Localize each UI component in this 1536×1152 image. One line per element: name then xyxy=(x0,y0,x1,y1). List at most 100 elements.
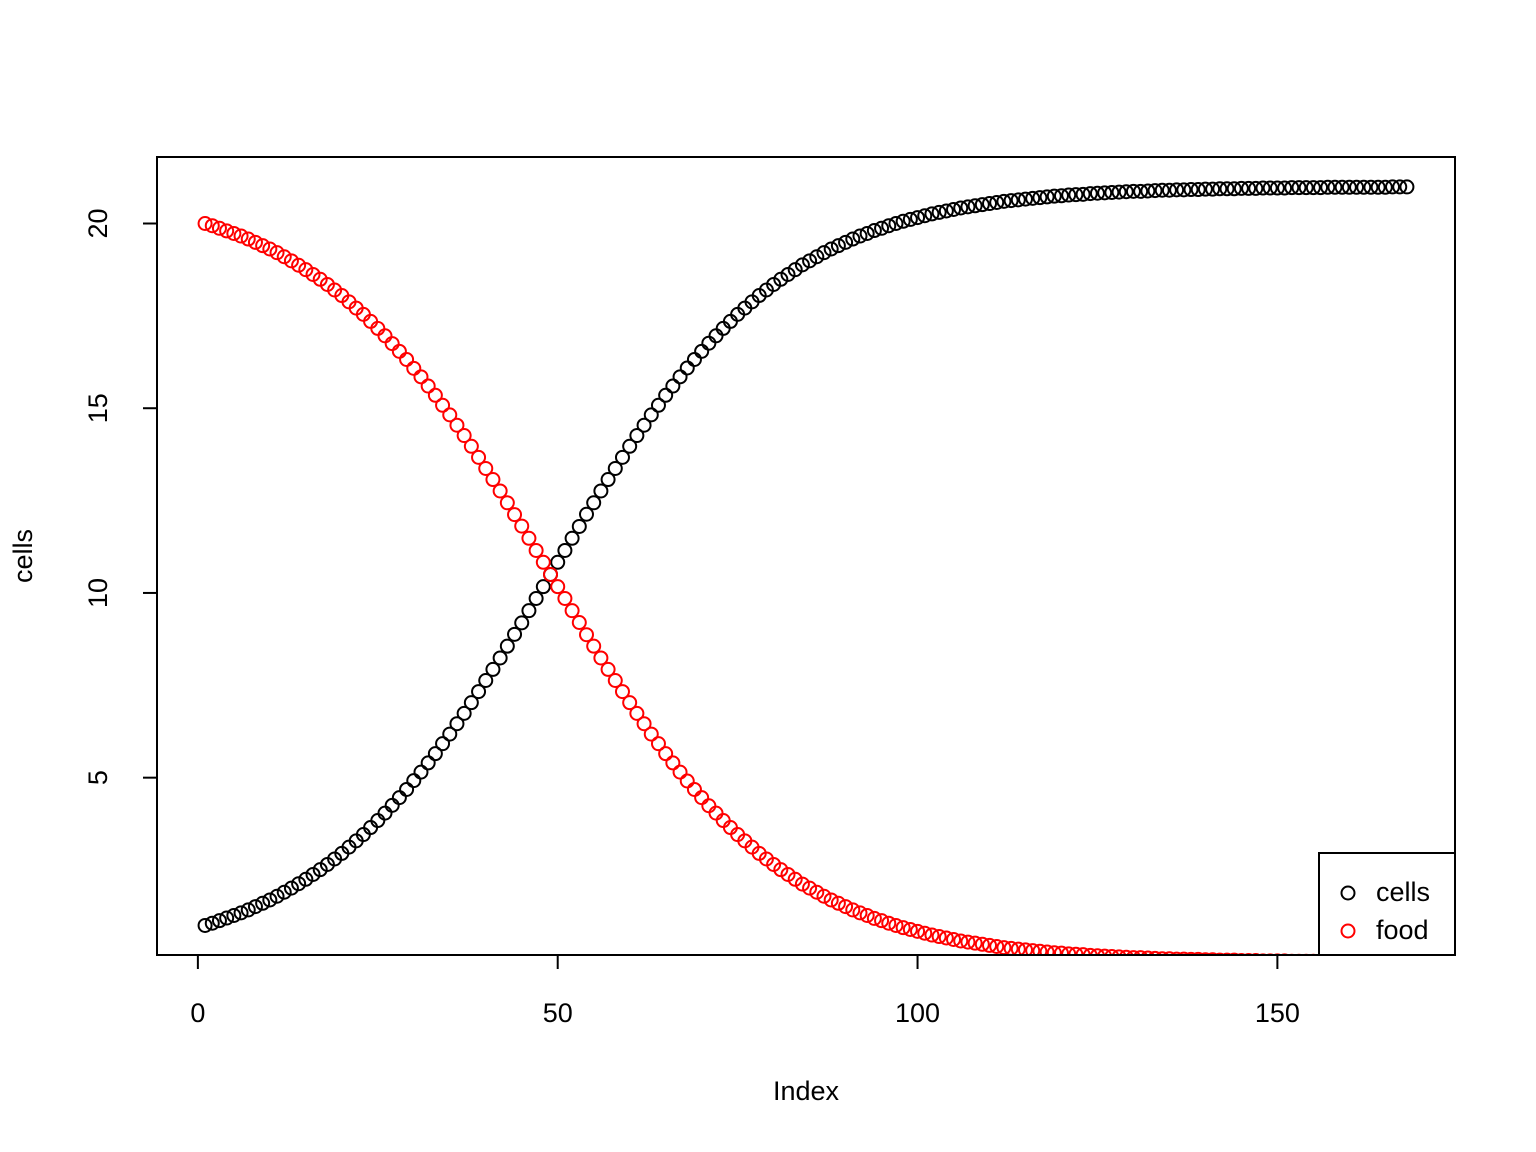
point xyxy=(859,907,875,923)
point xyxy=(902,211,918,227)
point xyxy=(1025,190,1041,206)
x-tick-label: 150 xyxy=(1255,998,1300,1028)
point xyxy=(852,905,868,921)
point xyxy=(492,650,508,666)
point xyxy=(564,530,580,546)
point xyxy=(946,201,962,217)
point xyxy=(593,650,609,666)
point xyxy=(528,542,544,558)
point xyxy=(881,218,897,234)
point xyxy=(1341,179,1357,195)
point xyxy=(507,626,523,642)
point xyxy=(1097,948,1113,955)
point xyxy=(830,238,846,254)
point xyxy=(794,876,810,892)
point xyxy=(643,407,659,423)
point xyxy=(262,892,278,908)
y-tick-label: 20 xyxy=(83,208,113,238)
point xyxy=(989,194,1005,210)
x-tick-label: 50 xyxy=(543,998,573,1028)
legend-marker xyxy=(1340,923,1356,939)
point xyxy=(1176,182,1192,198)
point xyxy=(672,369,688,385)
point xyxy=(1089,185,1105,201)
point xyxy=(816,888,832,904)
point xyxy=(435,736,451,752)
point xyxy=(1125,183,1141,199)
point xyxy=(399,781,415,797)
point xyxy=(1349,179,1365,195)
point xyxy=(247,899,263,915)
point xyxy=(1363,179,1379,195)
point xyxy=(910,923,926,939)
point xyxy=(1334,179,1350,195)
point xyxy=(1241,180,1257,196)
point xyxy=(521,530,537,546)
point xyxy=(427,387,443,403)
point xyxy=(420,755,436,771)
point xyxy=(852,228,868,244)
point xyxy=(1161,182,1177,198)
x-axis-label: Index xyxy=(773,1076,840,1106)
point xyxy=(622,695,638,711)
point xyxy=(859,225,875,241)
point xyxy=(1305,180,1321,196)
point xyxy=(1291,180,1307,196)
point xyxy=(528,590,544,606)
point xyxy=(463,438,479,454)
legend-label: food xyxy=(1376,915,1429,945)
point xyxy=(629,428,645,444)
point xyxy=(946,931,962,947)
point xyxy=(614,449,630,465)
point xyxy=(989,939,1005,955)
point xyxy=(1385,179,1401,195)
point xyxy=(1170,951,1183,955)
point xyxy=(874,220,890,236)
point xyxy=(931,929,947,945)
point xyxy=(910,210,926,226)
point xyxy=(938,203,954,219)
point xyxy=(535,554,551,570)
point xyxy=(881,915,897,931)
point xyxy=(427,746,443,762)
point xyxy=(636,716,652,732)
point xyxy=(866,223,882,239)
point xyxy=(1269,180,1285,196)
point xyxy=(269,245,285,261)
point xyxy=(1111,949,1127,955)
point xyxy=(442,407,458,423)
point xyxy=(226,225,242,241)
point xyxy=(1025,943,1041,955)
y-axis-label: cells xyxy=(8,529,38,583)
point xyxy=(672,764,688,780)
point xyxy=(1119,949,1134,955)
point xyxy=(1075,186,1091,202)
point xyxy=(1039,944,1055,955)
point xyxy=(521,603,537,619)
point xyxy=(1206,952,1219,955)
point xyxy=(1010,192,1026,208)
point xyxy=(888,917,904,933)
point xyxy=(1392,179,1408,195)
point xyxy=(845,902,861,918)
point xyxy=(507,507,523,523)
point xyxy=(211,220,227,236)
point xyxy=(276,884,292,900)
point xyxy=(247,234,263,250)
point xyxy=(456,428,472,444)
point xyxy=(960,199,976,215)
point xyxy=(478,460,494,476)
point xyxy=(629,705,645,721)
point xyxy=(895,213,911,229)
point xyxy=(471,684,487,700)
point xyxy=(514,518,530,534)
point xyxy=(874,913,890,929)
point xyxy=(1082,947,1098,955)
point xyxy=(996,193,1012,209)
point xyxy=(456,705,472,721)
point xyxy=(1046,188,1062,204)
point xyxy=(1133,950,1148,955)
point xyxy=(1192,951,1205,955)
point xyxy=(564,603,580,619)
